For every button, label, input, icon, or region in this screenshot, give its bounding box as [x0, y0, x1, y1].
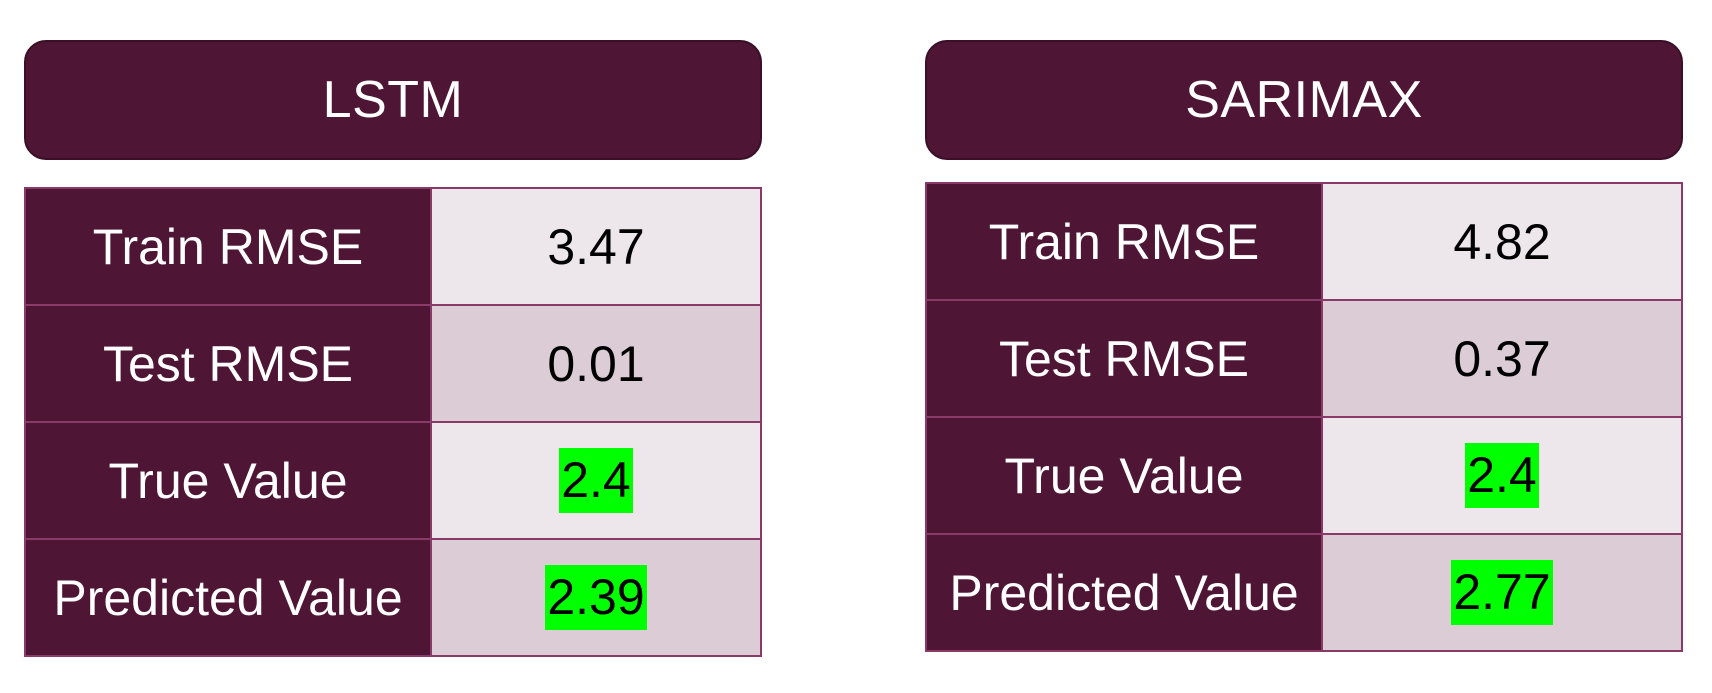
sarimax-train-rmse-number: 4.82 — [1453, 213, 1551, 270]
lstm-predicted-value-value: 2.39 — [430, 538, 762, 657]
lstm-test-rmse-label: Test RMSE — [24, 304, 432, 423]
table-row: Train RMSE 3.47 — [24, 187, 762, 306]
lstm-panel: LSTM Train RMSE 3.47 Test RMSE 0.01 True… — [24, 40, 762, 657]
table-row: Test RMSE 0.01 — [24, 304, 762, 423]
table-row: Test RMSE 0.37 — [925, 299, 1683, 418]
lstm-predicted-value-label: Predicted Value — [24, 538, 432, 657]
lstm-predicted-value-number: 2.39 — [545, 565, 647, 630]
sarimax-train-rmse-label: Train RMSE — [925, 182, 1323, 301]
sarimax-header: SARIMAX — [925, 40, 1683, 160]
table-row: Predicted Value 2.77 — [925, 533, 1683, 652]
lstm-header: LSTM — [24, 40, 762, 160]
sarimax-test-rmse-value: 0.37 — [1321, 299, 1683, 418]
lstm-metrics-table: Train RMSE 3.47 Test RMSE 0.01 True Valu… — [24, 187, 762, 657]
sarimax-true-value-number: 2.4 — [1465, 443, 1539, 508]
sarimax-true-value-label: True Value — [925, 416, 1323, 535]
sarimax-test-rmse-number: 0.37 — [1453, 330, 1551, 387]
lstm-test-rmse-number: 0.01 — [547, 335, 645, 392]
lstm-train-rmse-value: 3.47 — [430, 187, 762, 306]
table-row: True Value 2.4 — [925, 416, 1683, 535]
lstm-test-rmse-value: 0.01 — [430, 304, 762, 423]
sarimax-predicted-value-label: Predicted Value — [925, 533, 1323, 652]
sarimax-true-value-value: 2.4 — [1321, 416, 1683, 535]
lstm-true-value-label: True Value — [24, 421, 432, 540]
sarimax-train-rmse-value: 4.82 — [1321, 182, 1683, 301]
sarimax-panel: SARIMAX Train RMSE 4.82 Test RMSE 0.37 T… — [925, 40, 1683, 652]
lstm-true-value-number: 2.4 — [559, 448, 633, 513]
sarimax-metrics-table: Train RMSE 4.82 Test RMSE 0.37 True Valu… — [925, 182, 1683, 652]
sarimax-test-rmse-label: Test RMSE — [925, 299, 1323, 418]
table-row: Train RMSE 4.82 — [925, 182, 1683, 301]
lstm-train-rmse-number: 3.47 — [547, 218, 645, 275]
sarimax-predicted-value-value: 2.77 — [1321, 533, 1683, 652]
sarimax-predicted-value-number: 2.77 — [1451, 560, 1553, 625]
table-row: True Value 2.4 — [24, 421, 762, 540]
lstm-train-rmse-label: Train RMSE — [24, 187, 432, 306]
table-row: Predicted Value 2.39 — [24, 538, 762, 657]
lstm-true-value-value: 2.4 — [430, 421, 762, 540]
